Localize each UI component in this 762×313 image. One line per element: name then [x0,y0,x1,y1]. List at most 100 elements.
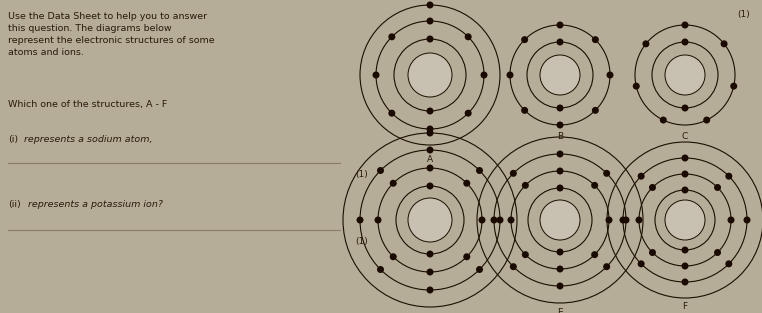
Circle shape [556,151,564,157]
Circle shape [636,217,642,223]
Circle shape [408,198,452,242]
Circle shape [592,107,599,114]
Circle shape [681,171,689,177]
Circle shape [427,35,434,43]
Circle shape [427,126,434,132]
Circle shape [522,182,529,189]
Circle shape [389,33,395,40]
Circle shape [681,247,689,254]
Circle shape [476,266,483,273]
Circle shape [507,217,514,223]
Circle shape [649,184,656,191]
Circle shape [427,286,434,294]
Circle shape [540,200,580,240]
Circle shape [463,253,470,260]
Circle shape [377,266,384,273]
Circle shape [556,22,564,28]
Circle shape [507,71,514,79]
Circle shape [665,200,705,240]
Text: represents a sodium atom,: represents a sodium atom, [24,135,152,144]
Text: F: F [683,302,687,311]
Circle shape [389,110,395,117]
Circle shape [465,110,472,117]
Circle shape [556,283,564,290]
Circle shape [357,217,363,223]
Circle shape [556,167,564,175]
Circle shape [604,170,610,177]
Circle shape [463,180,470,187]
Text: (i): (i) [8,135,18,144]
Circle shape [638,260,645,267]
Circle shape [465,33,472,40]
Circle shape [606,217,613,223]
Text: (1): (1) [738,10,750,19]
Circle shape [389,180,397,187]
Circle shape [374,217,382,223]
Circle shape [681,279,689,285]
Circle shape [721,40,728,47]
Circle shape [556,121,564,129]
Circle shape [642,40,649,47]
Circle shape [427,107,434,115]
Circle shape [592,36,599,43]
Circle shape [497,217,504,223]
Circle shape [623,217,629,223]
Circle shape [556,38,564,45]
Circle shape [427,182,434,189]
Text: Which one of the structures, A - F: Which one of the structures, A - F [8,100,167,109]
Circle shape [373,71,379,79]
Circle shape [540,55,580,95]
Circle shape [604,263,610,270]
Circle shape [591,251,598,258]
Text: (1): (1) [355,170,368,179]
Circle shape [556,105,564,111]
Text: C: C [682,132,688,141]
Circle shape [427,2,434,8]
Circle shape [389,253,397,260]
Text: A: A [427,155,433,164]
Circle shape [681,263,689,269]
Circle shape [607,71,613,79]
Circle shape [427,269,434,275]
Text: (1): (1) [355,237,368,246]
Circle shape [681,22,689,28]
Circle shape [476,167,483,174]
Circle shape [660,116,667,124]
Circle shape [479,217,485,223]
Text: (ii): (ii) [8,200,21,209]
Circle shape [427,165,434,172]
Circle shape [681,105,689,111]
Circle shape [427,146,434,153]
Circle shape [730,83,738,90]
Circle shape [681,155,689,162]
Circle shape [510,263,517,270]
Circle shape [632,83,640,90]
Circle shape [681,187,689,193]
Circle shape [427,18,434,24]
Text: represents a potassium ion?: represents a potassium ion? [28,200,163,209]
Circle shape [556,265,564,273]
Text: E: E [557,308,563,313]
Circle shape [725,260,732,267]
Circle shape [427,250,434,258]
Circle shape [481,71,488,79]
Circle shape [714,184,721,191]
Circle shape [620,217,626,223]
Text: atoms and ions.: atoms and ions. [8,48,84,57]
Circle shape [408,53,452,97]
Circle shape [521,36,528,43]
Circle shape [681,38,689,45]
Circle shape [491,217,498,223]
Circle shape [522,251,529,258]
Circle shape [744,217,751,223]
Circle shape [510,170,517,177]
Circle shape [556,184,564,192]
Circle shape [377,167,384,174]
Text: Use the Data Sheet to help you to answer: Use the Data Sheet to help you to answer [8,12,207,21]
Text: B: B [557,132,563,141]
Circle shape [703,116,710,124]
Circle shape [638,173,645,180]
Circle shape [649,249,656,256]
Circle shape [725,173,732,180]
Circle shape [714,249,721,256]
